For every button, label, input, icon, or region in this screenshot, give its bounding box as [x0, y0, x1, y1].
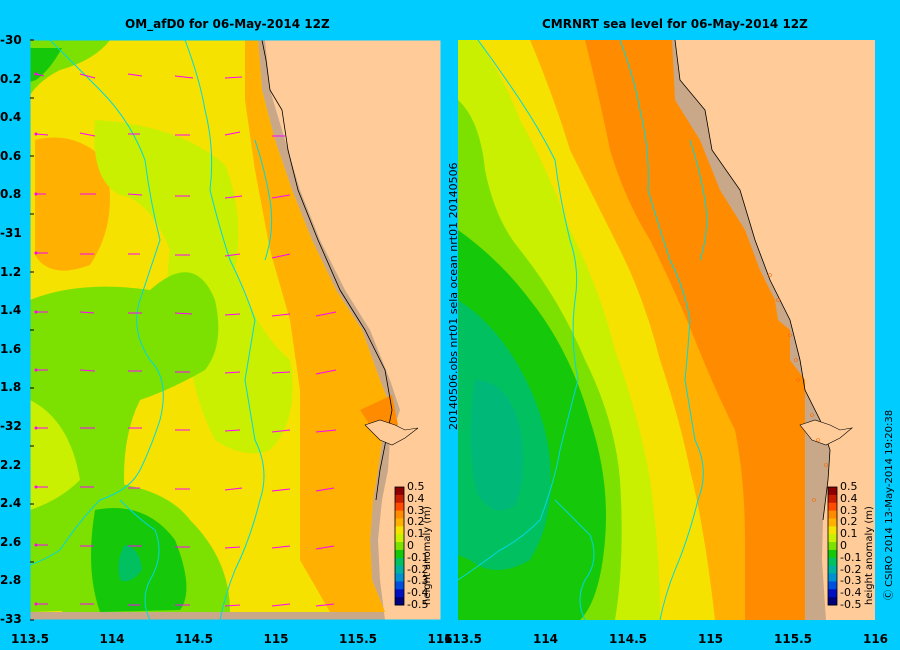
- colorbar-tick-label: 0.1: [840, 527, 858, 541]
- lat-tick-label: 2.2: [0, 457, 22, 472]
- colorbar-tick-label: 0.3: [840, 503, 858, 517]
- colorbar-swatch: [828, 557, 837, 567]
- colorbar-tick-label: -0.4: [840, 586, 862, 600]
- lat-tick-label: -33: [0, 612, 22, 626]
- lat-tick-label: 0.2: [0, 71, 22, 86]
- lon-tick-label: 114: [99, 632, 125, 646]
- colorbar-swatch: [395, 487, 404, 496]
- colorbar-swatch: [828, 487, 837, 496]
- lat-tick-label: 0.4: [0, 110, 22, 125]
- left-panel-title: OM_afD0 for 06-May-2014 12Z: [125, 17, 330, 31]
- bathymetry-contours: [30, 40, 273, 620]
- lon-tick-label: 113.5: [444, 632, 482, 646]
- lat-tick-label: 1.8: [0, 380, 22, 395]
- vertical-caption: 20140506.obs nrt01 sela ocean nrt01 2014…: [447, 162, 460, 430]
- colorbar-tick-label: -0.2: [840, 562, 862, 576]
- colorbar-swatch: [828, 597, 837, 606]
- bathymetry-contours-right: [458, 40, 708, 620]
- colorbar-tick-label: 0.2: [840, 515, 858, 529]
- lat-tick-label: 0.6: [0, 148, 22, 163]
- colorbar-tick-label: 0: [840, 539, 847, 552]
- colorbar-swatch: [828, 534, 837, 543]
- lon-tick-label: 115.5: [339, 632, 377, 646]
- left-axis-ticks: [30, 39, 34, 621]
- colorbar-swatch: [828, 502, 837, 512]
- colorbar-tick-label: 0.4: [840, 491, 858, 505]
- colorbar-swatch: [828, 526, 837, 535]
- colorbar-swatch: [395, 565, 404, 575]
- lon-tick-label: 115.5: [774, 632, 812, 646]
- colorbar-tick-label: 0.4: [407, 491, 425, 505]
- colorbar-swatch: [828, 589, 837, 598]
- colorbar-right-title: height anomaly (m): [864, 506, 875, 605]
- colorbar-swatch: [395, 597, 404, 606]
- lon-tick-label: 113.5: [11, 632, 49, 646]
- lon-tick-label: 114: [532, 632, 559, 646]
- right-panel-title: CMRNRT sea level for 06-May-2014 12Z: [542, 17, 808, 31]
- colorbar-tick-label: 0.5: [407, 480, 425, 493]
- colorbar-swatch: [828, 518, 837, 527]
- right-map: [458, 40, 875, 620]
- colorbar-swatch: [395, 526, 404, 535]
- colorbar-tick-label: 0.2: [407, 515, 425, 529]
- colorbar-swatch: [395, 589, 404, 598]
- colorbar-swatch: [395, 549, 404, 559]
- colorbar-swatch: [395, 518, 404, 527]
- colorbar-swatch: [395, 581, 404, 590]
- colorbar-right: [827, 486, 838, 606]
- colorbar-swatch: [828, 510, 837, 519]
- lon-tick-label: 114.5: [175, 632, 213, 646]
- colorbar-swatch: [395, 510, 404, 519]
- colorbar-swatch: [828, 549, 837, 559]
- colorbar-tick-label: 0: [407, 539, 414, 552]
- colorbar-swatch: [395, 542, 404, 551]
- lat-tick-label: 2.4: [0, 496, 22, 511]
- lat-tick-label: 2.8: [0, 573, 22, 588]
- colorbar-swatch: [828, 573, 837, 582]
- lon-tick-label: 116: [862, 632, 889, 646]
- colorbar-swatch: [395, 494, 404, 504]
- lat-tick-label: -31: [0, 226, 22, 240]
- colorbar-swatch: [828, 542, 837, 551]
- lon-tick-label: 115: [697, 632, 724, 646]
- lat-tick-label: 1.4: [0, 303, 22, 318]
- colorbar-left-title: height anomaly (m): [422, 506, 433, 605]
- colorbar-left: [394, 486, 405, 606]
- colorbar-tick-label: -0.4: [407, 586, 429, 600]
- colorbar-tick-label: 0.1: [407, 527, 425, 541]
- left-map: [30, 40, 441, 620]
- colorbar-tick-label: -0.1: [407, 550, 429, 564]
- colorbar-tick-label: -0.3: [407, 574, 429, 588]
- lon-tick-label: 115: [263, 632, 289, 646]
- colorbar-swatch: [828, 494, 837, 504]
- lat-tick-label: 0.8: [0, 187, 22, 202]
- lon-tick-label: 116: [427, 632, 453, 646]
- colorbar-frame: [827, 486, 838, 606]
- colorbar-tick-label: -0.5: [407, 598, 429, 611]
- orange-band: [245, 40, 392, 612]
- colorbar-frame: [394, 486, 405, 606]
- colorbar-swatch: [395, 502, 404, 512]
- lat-tick-label: 1.2: [0, 264, 22, 279]
- lon-tick-label: 114.5: [609, 632, 647, 646]
- colorbar-swatch: [828, 581, 837, 590]
- lat-tick-label: -30: [0, 33, 22, 47]
- colorbar-swatch: [395, 573, 404, 582]
- colorbar-swatch: [395, 557, 404, 567]
- colorbar-tick-label: -0.3: [840, 574, 862, 588]
- lat-tick-label: -32: [0, 419, 22, 433]
- lat-tick-label: 2.6: [0, 534, 22, 549]
- colorbar-swatch: [828, 565, 837, 575]
- colorbar-tick-label: 0.5: [840, 480, 858, 493]
- colorbar-swatch: [395, 534, 404, 543]
- velocity-vectors: [35, 73, 337, 607]
- lat-tick-label: 1.6: [0, 341, 22, 356]
- colorbar-tick-label: -0.2: [407, 562, 429, 576]
- colorbar-tick-label: 0.3: [407, 503, 425, 517]
- colorbar-tick-label: -0.1: [840, 550, 862, 564]
- colorbar-tick-label: -0.5: [840, 598, 862, 611]
- credit-text: Ⓒ CSIRO 2014 13-May-2014 19:20:38: [884, 409, 895, 600]
